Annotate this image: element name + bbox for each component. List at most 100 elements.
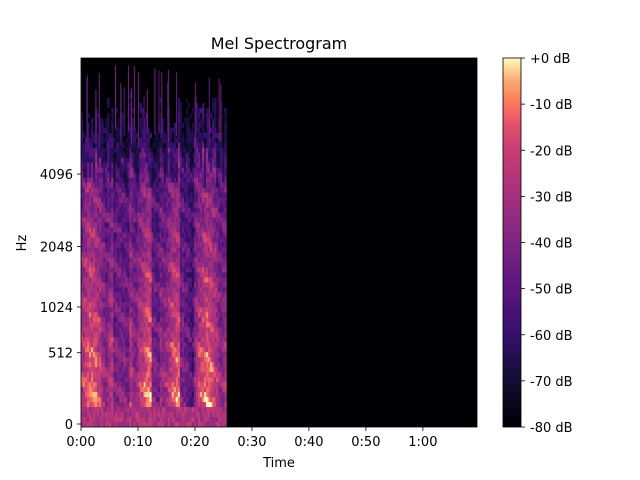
spectrogram-cell [210,277,213,283]
spectrogram-cell [147,242,151,248]
spectrogram-cell [189,397,193,403]
spectrogram-cell [117,222,120,228]
spectrogram-cell [185,387,189,393]
spectrogram-cell [91,372,94,378]
spectrogram-cell [175,242,179,248]
spectrogram-cell [129,177,132,184]
spectrogram-cell [127,362,130,368]
spectrogram-cell [105,187,108,194]
spectrogram-cell [83,232,86,238]
spectrogram-cell [220,167,223,174]
spectrogram-cell [85,152,88,159]
spectrogram-cell [210,192,213,199]
spectrogram-cell [139,177,142,184]
spectrogram-cell [200,387,203,393]
spectrogram-cell [91,397,94,403]
spectrogram-cell [81,302,84,308]
spectrogram-cell [175,212,179,218]
spectrogram-cell [99,292,102,298]
spectrogram-cell [123,247,126,253]
spectrogram-cell [165,307,169,313]
spectrogram-cell [119,332,122,338]
spectrogram-cell [97,227,100,233]
spectrogram-cell [123,212,126,218]
spectrogram-cell [177,417,181,423]
spectrogram-cell [210,182,213,189]
spectrogram-cell [121,342,124,348]
spectrogram-cell [165,357,169,363]
spectrogram-cell [137,417,140,423]
spectrogram-cell [137,237,140,243]
spectrogram-cell [87,207,90,213]
spectrogram-cell [107,257,110,263]
spectrogram-cell [115,417,118,423]
spectrogram-cell [87,167,90,174]
spectrogram-cell [220,372,223,378]
spectrogram-cell [202,197,205,204]
spectrogram-cell [208,202,211,208]
spectrogram-cell [81,207,84,213]
spectrogram-cell [173,302,177,308]
spectrogram-cell [157,407,161,413]
spectrogram-cell [214,347,217,353]
spectrogram-cell [161,292,165,298]
spectrogram-cell [109,197,112,204]
spectrogram-cell [93,302,96,308]
spectrogram-cell [101,382,104,388]
spectrogram-cell [115,157,118,164]
spectrogram-cell [151,397,155,403]
spectrogram-cell [173,137,177,144]
spectrogram-cell [97,222,100,228]
spectrogram-cell [212,342,215,348]
spectrogram-cell [97,417,100,423]
spectrogram-cell [121,267,124,273]
spectrogram-cell [165,252,169,258]
spectrogram-cell [109,142,112,149]
spectrogram-cell [151,222,155,228]
spectrogram-cell [83,317,86,323]
spectrogram-cell [93,212,96,218]
spectrogram-cell [200,267,203,273]
spectrogram-cell [111,217,114,223]
spectrogram-cell [194,277,197,283]
spectrogram-cell [99,122,102,129]
spectrogram-cell [185,322,189,328]
spectrogram-cell [157,392,161,398]
spectrogram-cell [135,347,138,353]
spectrogram-cell [183,382,187,388]
spectrogram-cell [204,242,207,248]
spectrogram-cell [109,372,112,378]
spectrogram-cell [105,212,108,218]
spectrogram-cell [200,362,203,368]
spectrogram-cell [103,342,106,348]
spectrogram-cell [141,227,144,233]
spectrogram-cell [137,282,140,288]
spectrogram-cell [185,382,189,388]
spectrogram-cell [109,257,112,263]
spectrogram-cell [202,337,205,343]
spectrogram-cell [83,417,86,423]
spectrogram-cell [185,377,189,383]
spectrogram-cell [119,297,122,303]
spectrogram-cell [208,362,211,368]
spectrogram-cell [169,347,173,353]
spectrogram-cell [157,397,161,403]
spectrogram-cell [127,337,130,343]
spectrogram-cell [181,297,185,303]
spectrogram-cell [139,252,142,258]
spectrogram-cell [214,172,217,179]
spectrogram-cell [179,382,183,388]
spectrogram-cell [159,317,163,323]
spectrogram-cell [97,337,100,343]
spectrogram-cell [111,362,114,368]
spectrogram-cell [183,207,187,213]
spectrogram-cell [115,142,118,149]
spectrogram-cell [139,242,142,248]
spectrogram-cell [218,157,221,164]
spectrogram-cell [224,307,227,313]
spectrogram-cell [171,302,175,308]
spectrogram-cell [109,392,112,398]
spectrogram-cell [167,392,171,398]
spectrogram-cell [95,162,98,169]
spectrogram-cell [169,262,173,268]
